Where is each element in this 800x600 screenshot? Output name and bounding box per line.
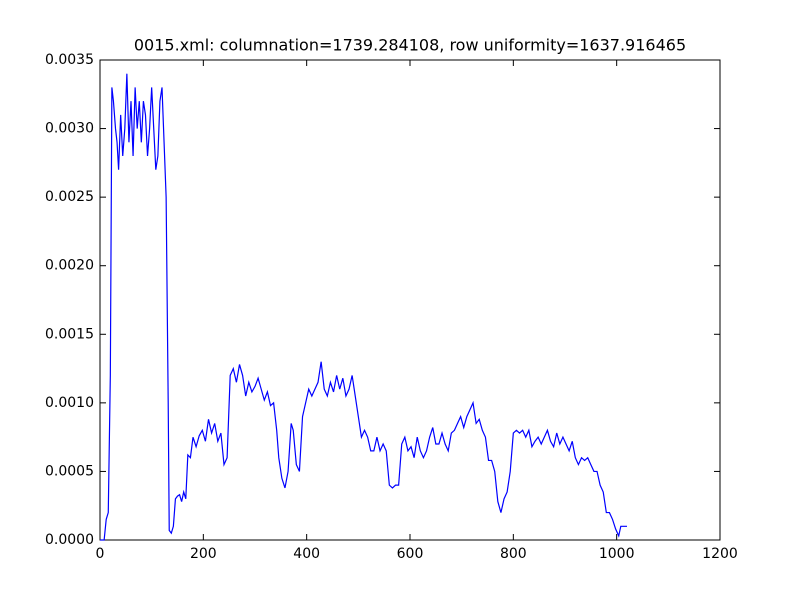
- chart-title: 0015.xml: columnation=1739.284108, row u…: [134, 36, 686, 55]
- x-tick-label: 400: [293, 546, 320, 562]
- x-tick-label: 1000: [599, 546, 635, 562]
- x-tick-label: 0: [96, 546, 105, 562]
- x-tick-label: 1200: [702, 546, 738, 562]
- y-tick-label: 0.0030: [45, 121, 94, 137]
- y-tick-label: 0.0005: [45, 463, 94, 479]
- y-tick-label: 0.0000: [45, 532, 94, 548]
- y-tick-label: 0.0035: [45, 52, 94, 68]
- x-tick-label: 200: [190, 546, 217, 562]
- y-tick-label: 0.0025: [45, 189, 94, 205]
- x-tick-label: 600: [397, 546, 424, 562]
- y-tick-label: 0.0020: [45, 258, 94, 274]
- x-tick-label: 800: [500, 546, 527, 562]
- y-tick-label: 0.0010: [45, 395, 94, 411]
- y-tick-label: 0.0015: [45, 326, 94, 342]
- data-line: [100, 73, 627, 541]
